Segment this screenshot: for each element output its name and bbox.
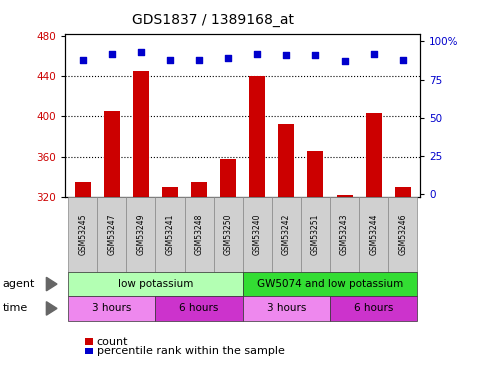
Bar [133, 71, 149, 197]
Bar [249, 76, 265, 197]
Text: GSM53246: GSM53246 [398, 214, 407, 255]
Bar [308, 150, 324, 197]
Text: time: time [2, 303, 28, 313]
Bar [191, 182, 207, 197]
Bar [85, 338, 93, 345]
Text: 3 hours: 3 hours [267, 303, 306, 313]
Text: GSM53245: GSM53245 [78, 214, 87, 255]
Bar [337, 195, 353, 197]
Text: 6 hours: 6 hours [354, 303, 393, 313]
Bar [162, 187, 178, 197]
Bar [75, 182, 91, 197]
Text: GSM53240: GSM53240 [253, 214, 262, 255]
Point [195, 57, 203, 63]
Point [224, 55, 232, 61]
Point [370, 51, 378, 57]
Point [137, 49, 145, 55]
Text: agent: agent [2, 279, 35, 289]
Text: count: count [97, 337, 128, 346]
Text: GSM53242: GSM53242 [282, 214, 291, 255]
Polygon shape [46, 278, 57, 291]
Text: GSM53241: GSM53241 [166, 214, 174, 255]
Bar [278, 124, 294, 197]
Bar [395, 187, 411, 197]
Text: GSM53247: GSM53247 [107, 214, 116, 255]
Text: percentile rank within the sample: percentile rank within the sample [97, 346, 284, 356]
Text: 6 hours: 6 hours [179, 303, 219, 313]
Bar [220, 159, 236, 197]
Text: GSM53243: GSM53243 [340, 214, 349, 255]
Text: 3 hours: 3 hours [92, 303, 131, 313]
Text: GSM53248: GSM53248 [195, 214, 203, 255]
Polygon shape [46, 302, 57, 315]
Point [254, 51, 261, 57]
Bar [366, 113, 382, 197]
Point [283, 52, 290, 58]
Text: low potassium: low potassium [118, 279, 193, 289]
Point [108, 51, 115, 57]
Text: GSM53251: GSM53251 [311, 214, 320, 255]
Point [312, 52, 319, 58]
Text: GSM53250: GSM53250 [224, 214, 233, 255]
Text: GW5074 and low potassium: GW5074 and low potassium [257, 279, 403, 289]
Bar [85, 348, 93, 354]
Point [341, 58, 348, 64]
Point [79, 57, 86, 63]
Bar [104, 111, 120, 197]
Point [166, 57, 174, 63]
Text: GSM53244: GSM53244 [369, 214, 378, 255]
Text: GSM53249: GSM53249 [136, 214, 145, 255]
Point [399, 57, 407, 63]
Text: GDS1837 / 1389168_at: GDS1837 / 1389168_at [131, 13, 294, 27]
